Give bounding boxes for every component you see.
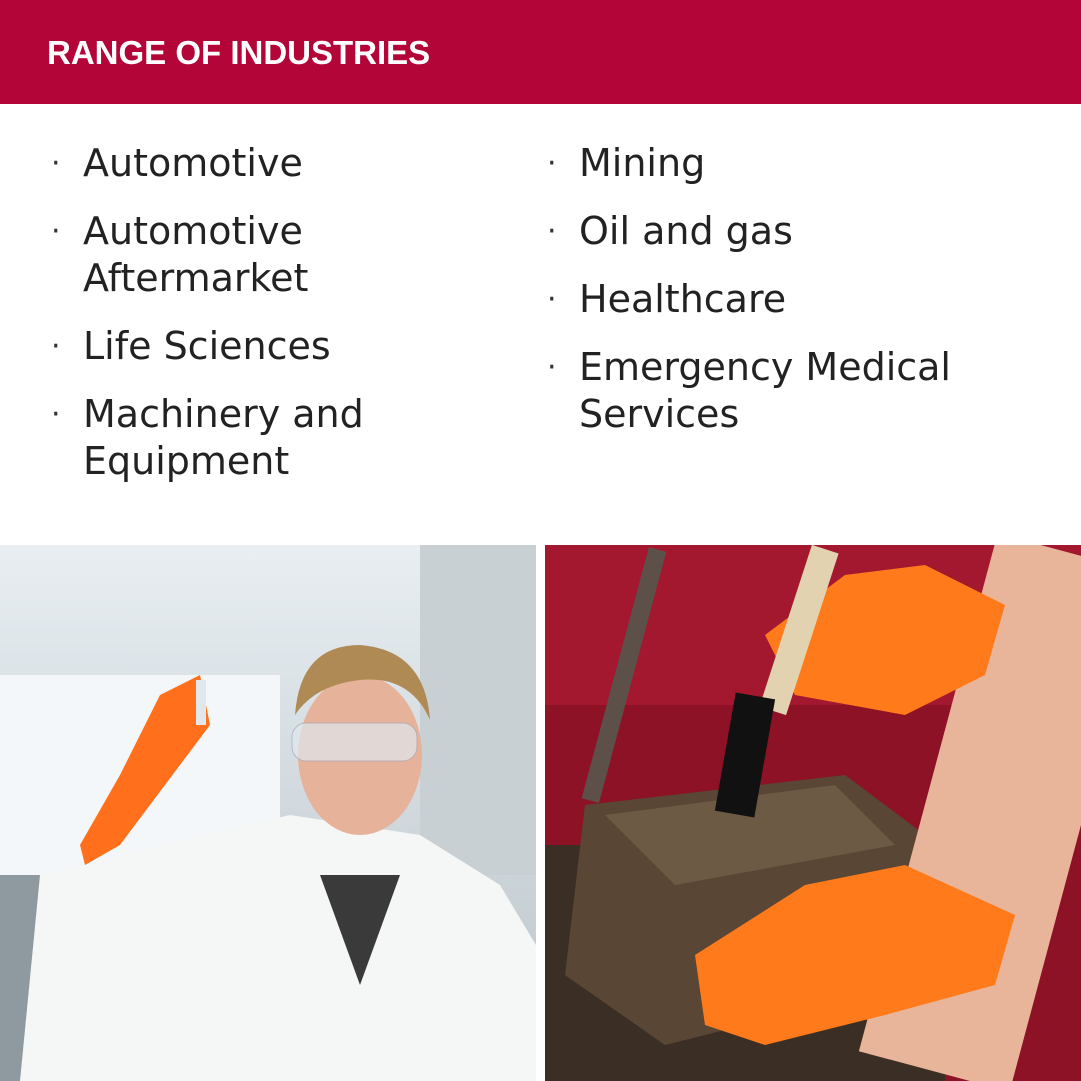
industry-label: Life Sciences — [83, 324, 331, 368]
list-item: · Oil and gas — [543, 208, 1063, 255]
bullet-icon: · — [51, 214, 61, 249]
list-item: · Machinery and Equipment — [47, 391, 423, 485]
list-item: · Mining — [543, 140, 1063, 187]
mechanic-engine-photo — [545, 545, 1081, 1081]
industry-label: Oil and gas — [579, 209, 793, 253]
bullet-icon: · — [547, 146, 557, 181]
industry-label: Automotive Aftermarket — [83, 209, 309, 300]
bullet-icon: · — [547, 350, 557, 385]
industry-list-left: · Automotive · Automotive Aftermarket · Lif… — [47, 140, 517, 506]
list-item: · Healthcare — [543, 276, 1063, 323]
industry-label: Automotive — [83, 141, 303, 185]
industry-label: Healthcare — [579, 277, 787, 321]
industry-label: Mining — [579, 141, 706, 185]
list-item: · Emergency Medical Services — [543, 344, 1019, 438]
industry-label: Emergency Medical Services — [579, 345, 951, 436]
list-item: · Life Sciences — [47, 323, 517, 370]
page-title: RANGE OF INDUSTRIES — [47, 34, 431, 71]
bullet-icon: · — [547, 282, 557, 317]
list-item: · Automotive Aftermarket — [47, 208, 363, 302]
industry-list-right: · Mining · Oil and gas · Healthcare · Emerge… — [543, 140, 1063, 459]
industry-label: Machinery and Equipment — [83, 392, 364, 483]
list-item: · Automotive — [47, 140, 517, 187]
bullet-icon: · — [51, 329, 61, 364]
bullet-icon: · — [51, 397, 61, 432]
lab-scientist-photo — [0, 545, 536, 1081]
bullet-icon: · — [51, 146, 61, 181]
header-banner: RANGE OF INDUSTRIES — [0, 0, 1081, 104]
bullet-icon: · — [547, 214, 557, 249]
